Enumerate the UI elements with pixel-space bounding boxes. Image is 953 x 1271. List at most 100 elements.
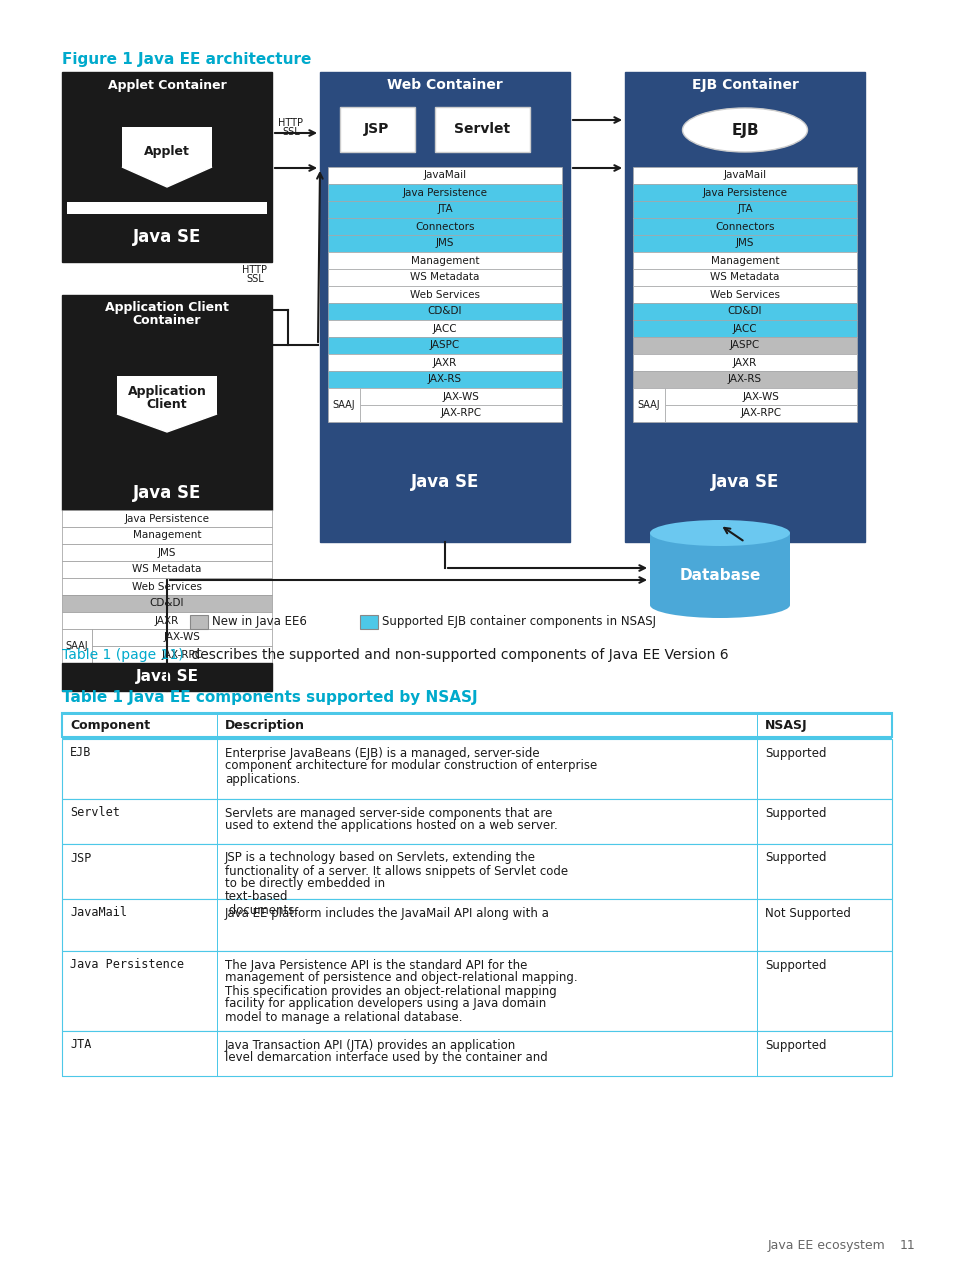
- Bar: [328, 201, 561, 219]
- Text: JAX-RS: JAX-RS: [727, 375, 761, 385]
- Text: Enterprise JavaBeans (EJB) is a managed, server-side: Enterprise JavaBeans (EJB) is a managed,…: [225, 746, 539, 760]
- Bar: [328, 235, 561, 252]
- Bar: [62, 844, 891, 899]
- Bar: [216, 713, 218, 737]
- Text: JAX-RPC: JAX-RPC: [161, 649, 202, 660]
- Text: facility for application developers using a Java domain: facility for application developers usin…: [225, 998, 546, 1010]
- Bar: [62, 738, 891, 798]
- Bar: [757, 1031, 758, 1075]
- Text: New in Java EE6: New in Java EE6: [212, 615, 307, 628]
- Text: JavaMail: JavaMail: [70, 906, 127, 919]
- Bar: [649, 533, 789, 605]
- Bar: [216, 1031, 218, 1075]
- Text: JAX-RPC: JAX-RPC: [740, 408, 781, 418]
- Bar: [62, 544, 272, 561]
- Text: Java Persistence: Java Persistence: [125, 513, 210, 524]
- Bar: [664, 405, 856, 422]
- Text: model to manage a relational database.: model to manage a relational database.: [225, 1010, 462, 1023]
- Text: SSL: SSL: [246, 275, 264, 283]
- Ellipse shape: [681, 108, 806, 153]
- Bar: [757, 951, 758, 1031]
- Text: Java SE: Java SE: [132, 228, 201, 247]
- Bar: [328, 371, 561, 388]
- Text: JAXR: JAXR: [732, 357, 757, 367]
- Text: JavaMail: JavaMail: [423, 170, 466, 180]
- Text: Java SE: Java SE: [132, 484, 201, 502]
- Text: HTTP: HTTP: [242, 264, 267, 275]
- Text: JSP is a technology based on Servlets, extending the: JSP is a technology based on Servlets, e…: [225, 852, 536, 864]
- Text: Connectors: Connectors: [415, 221, 475, 231]
- Text: JAX-WS: JAX-WS: [442, 391, 479, 402]
- Text: Application Client: Application Client: [105, 300, 229, 314]
- Bar: [62, 295, 272, 510]
- Text: Web Services: Web Services: [132, 582, 202, 591]
- Text: EJB: EJB: [730, 122, 758, 137]
- Text: Servlets are managed server-side components that are: Servlets are managed server-side compone…: [225, 807, 552, 820]
- Text: Java Transaction API (JTA) provides an application: Java Transaction API (JTA) provides an a…: [225, 1038, 516, 1051]
- Text: JMS: JMS: [436, 239, 454, 249]
- Bar: [328, 184, 561, 201]
- Bar: [624, 72, 864, 541]
- Bar: [633, 252, 856, 269]
- Bar: [633, 320, 856, 337]
- Bar: [62, 1031, 891, 1075]
- Text: SAAJ: SAAJ: [333, 400, 355, 411]
- Bar: [328, 302, 561, 320]
- Polygon shape: [117, 414, 216, 432]
- Text: WS Metadata: WS Metadata: [410, 272, 479, 282]
- Text: Supported EJB container components in NSASJ: Supported EJB container components in NS…: [381, 615, 656, 628]
- Text: Java SE: Java SE: [710, 473, 779, 491]
- Text: Java SE: Java SE: [411, 473, 478, 491]
- Text: Container: Container: [132, 314, 201, 327]
- Bar: [633, 337, 856, 355]
- Bar: [328, 269, 561, 286]
- Bar: [633, 269, 856, 286]
- Text: JASPC: JASPC: [430, 341, 459, 351]
- Text: Application: Application: [128, 385, 206, 398]
- Text: Figure 1 Java EE architecture: Figure 1 Java EE architecture: [62, 52, 311, 67]
- Text: JSP: JSP: [70, 852, 91, 864]
- Text: JAXR: JAXR: [433, 357, 456, 367]
- Bar: [216, 951, 218, 1031]
- Text: CD&DI: CD&DI: [427, 306, 462, 316]
- Text: Web Container: Web Container: [387, 78, 502, 92]
- Text: Supported: Supported: [764, 1038, 825, 1051]
- Text: functionality of a server. It allows snippets of Servlet code: functionality of a server. It allows sni…: [225, 864, 568, 877]
- Text: Web Services: Web Services: [410, 290, 479, 300]
- Text: EJB Container: EJB Container: [691, 78, 798, 92]
- Text: JAX-WS: JAX-WS: [741, 391, 779, 402]
- Bar: [91, 629, 272, 646]
- Bar: [633, 388, 664, 422]
- Text: JTA: JTA: [70, 1038, 91, 1051]
- Text: level demarcation interface used by the container and: level demarcation interface used by the …: [225, 1051, 547, 1065]
- Bar: [62, 561, 272, 578]
- Bar: [319, 72, 569, 541]
- Bar: [633, 235, 856, 252]
- Bar: [757, 844, 758, 899]
- Ellipse shape: [649, 520, 789, 547]
- Text: CD&DI: CD&DI: [150, 599, 184, 609]
- Text: Component: Component: [70, 718, 150, 732]
- Bar: [328, 320, 561, 337]
- Bar: [633, 184, 856, 201]
- Text: Web Services: Web Services: [709, 290, 780, 300]
- Bar: [122, 127, 212, 167]
- Text: Java SE: Java SE: [135, 670, 198, 685]
- Text: This specification provides an object-relational mapping: This specification provides an object-re…: [225, 985, 557, 998]
- Text: JSP: JSP: [364, 122, 389, 136]
- Text: NSASJ: NSASJ: [764, 718, 807, 732]
- Bar: [62, 1075, 891, 1077]
- Text: HTTP: HTTP: [278, 118, 303, 128]
- Bar: [328, 286, 561, 302]
- Text: JAX-WS: JAX-WS: [163, 633, 200, 643]
- Text: JMS: JMS: [735, 239, 754, 249]
- Bar: [359, 388, 561, 405]
- Bar: [633, 286, 856, 302]
- Text: Management: Management: [132, 530, 201, 540]
- Text: Applet Container: Applet Container: [108, 79, 226, 92]
- Bar: [328, 219, 561, 235]
- Bar: [216, 738, 218, 798]
- Bar: [757, 738, 758, 798]
- Text: Supported: Supported: [764, 852, 825, 864]
- Bar: [62, 737, 891, 738]
